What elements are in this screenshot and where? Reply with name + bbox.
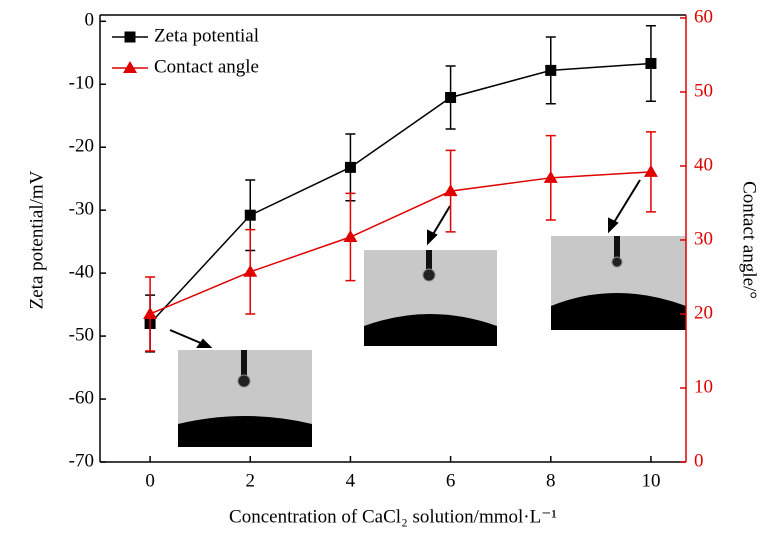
y2-tick-label: 30 [694, 228, 713, 249]
y-tick-label: -50 [69, 324, 94, 345]
data-point [443, 184, 458, 197]
x-tick-label: 2 [246, 470, 256, 491]
y-tick-label: 0 [85, 10, 95, 31]
series-line [149, 62, 651, 325]
data-point [243, 264, 258, 277]
legend-marker [124, 31, 136, 43]
legend-label: Contact angle [154, 56, 259, 77]
droplet-image [178, 350, 312, 447]
droplet-image [551, 236, 686, 330]
y2-tick-label: 20 [694, 302, 713, 323]
data-point [543, 170, 558, 183]
y-axis-title: Zeta potential/mV [26, 170, 47, 309]
y-tick-label: -20 [69, 136, 94, 157]
y-tick-label: -30 [69, 199, 94, 220]
series-line [149, 171, 651, 315]
x-tick-label: 6 [446, 470, 456, 491]
arrows [169, 179, 641, 348]
data-point [343, 230, 358, 243]
y2-tick-label: 10 [694, 376, 713, 397]
data-point [445, 91, 457, 103]
droplet-image [364, 250, 497, 346]
series [143, 131, 658, 352]
y-tick-label: -70 [69, 450, 94, 471]
data-point [643, 164, 658, 177]
y-tick-label: -40 [69, 261, 94, 282]
insets [169, 179, 686, 447]
y2-tick-label: 60 [694, 6, 713, 27]
data-point [244, 209, 256, 221]
y-tick-label: -10 [69, 73, 94, 94]
x-tick-label: 4 [346, 470, 356, 491]
data-point [143, 306, 158, 319]
legend-marker [123, 61, 137, 73]
y2-tick-label: 50 [694, 80, 713, 101]
y-tick-label: -60 [69, 387, 94, 408]
x-axis-title: Concentration of CaCl₂ solution/mmol·L⁻¹ [229, 506, 557, 527]
legend-label: Zeta potential [154, 25, 259, 46]
x-tick-label: 8 [546, 470, 556, 491]
data-point [545, 64, 557, 76]
y2-tick-label: 40 [694, 154, 713, 175]
data-point [344, 161, 356, 173]
data-point [645, 57, 657, 69]
y2-axis-title: Contact angle/° [739, 181, 760, 299]
x-tick-label: 10 [641, 470, 660, 491]
x-tick-label: 0 [145, 470, 155, 491]
y2-tick-label: 0 [694, 450, 704, 471]
